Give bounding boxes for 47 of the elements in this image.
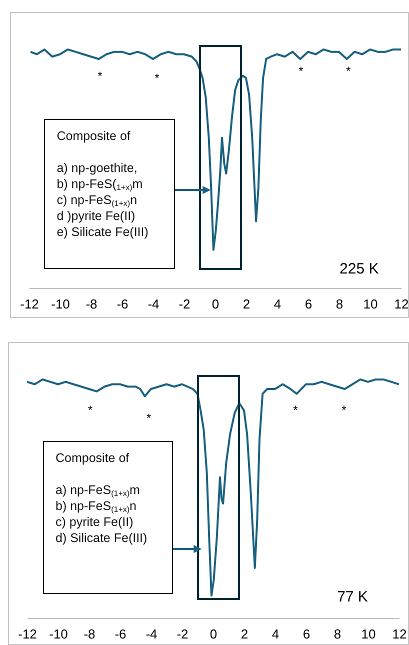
- x-tick-label: 10: [363, 296, 378, 312]
- annotation: *: [146, 410, 152, 425]
- x-tick-label: 10: [361, 626, 376, 642]
- x-tick-label: -2: [178, 296, 190, 312]
- annotation: d) Silicate Fe(III): [56, 530, 148, 546]
- x-tick-label: 6: [304, 296, 312, 312]
- x-tick-label: 0: [210, 626, 218, 642]
- x-tick-label: 12: [394, 296, 409, 312]
- x-tick-label: -10: [51, 296, 70, 312]
- annotation: Composite of: [56, 450, 130, 466]
- annotation: *: [98, 68, 102, 83]
- x-tick-label: 2: [240, 626, 248, 642]
- annotation: *: [88, 403, 93, 418]
- x-tick-label: 2: [242, 296, 250, 312]
- annotation: *: [342, 403, 346, 418]
- x-tick-label: -12: [20, 296, 39, 312]
- annotation: *: [346, 64, 351, 78]
- annotation: a) np-FeS$_{(1+x)}$m: [56, 482, 141, 498]
- annotation: 225 K: [340, 260, 379, 278]
- x-tick-label: 4: [274, 296, 282, 312]
- x-tick-label: -2: [176, 626, 188, 642]
- x-tick-label: -8: [84, 626, 96, 642]
- annotation: b) np-FeS$_{(1+x)}$n: [56, 498, 138, 514]
- x-tick-label: -4: [146, 626, 158, 642]
- annotation: d )pyrite Fe(II): [56, 208, 136, 224]
- x-tick-label: -10: [49, 626, 68, 642]
- annotation: 77 K: [337, 588, 368, 606]
- x-tick-label: -12: [18, 626, 37, 642]
- x-tick-label: 8: [334, 626, 342, 642]
- annotation: e) Silicate Fe(III): [56, 224, 150, 240]
- annotation: a) np-goethite,: [56, 160, 138, 176]
- x-tick-label: -6: [114, 626, 126, 642]
- annotation: *: [293, 403, 298, 418]
- x-tick-label: 0: [212, 296, 220, 312]
- x-tick-label: 6: [302, 626, 310, 642]
- x-tick-label: -6: [116, 296, 128, 312]
- annotation: *: [154, 71, 160, 86]
- annotation: Composite of: [56, 128, 132, 144]
- x-tick-label: 12: [392, 626, 407, 642]
- x-tick-label: -8: [86, 296, 98, 312]
- x-tick-label: 8: [336, 296, 344, 312]
- annotation: c) pyrite Fe(II): [56, 514, 134, 530]
- annotation: b) np-FeS($_{1+x)}$m: [56, 176, 144, 192]
- x-tick-label: -4: [148, 296, 160, 312]
- x-tick-label: 4: [272, 626, 280, 642]
- annotation: c) np-FeS$_{(1+x)}$n: [56, 192, 138, 208]
- annotation: *: [298, 64, 304, 78]
